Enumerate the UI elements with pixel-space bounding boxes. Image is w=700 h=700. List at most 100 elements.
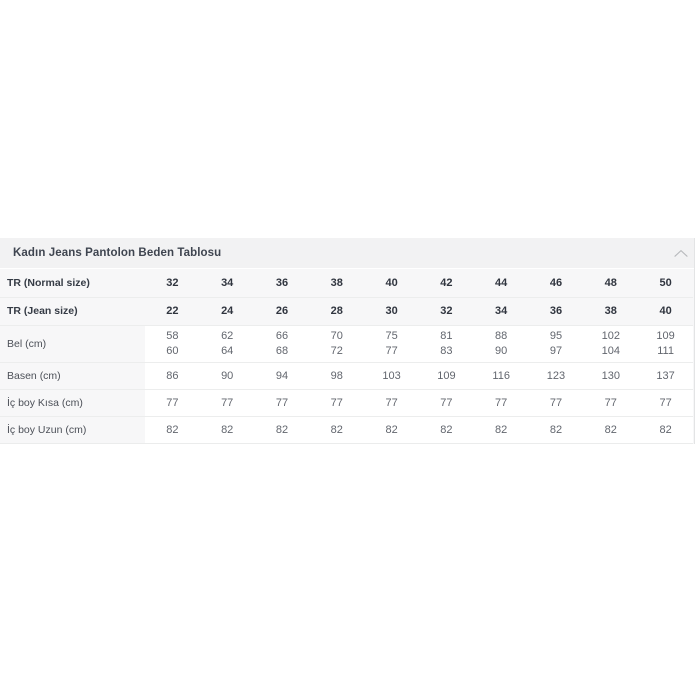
cell: 82 [199, 416, 255, 444]
cell: 109 111 [638, 325, 693, 363]
table-row: İç boy Kısa (cm) 77 77 77 77 77 77 77 77… [0, 389, 693, 417]
cell: 77 [145, 389, 200, 417]
cell: 94 [254, 362, 310, 390]
cell: 82 [528, 416, 584, 444]
cell: 82 [364, 416, 419, 444]
cell: 34 [199, 269, 255, 298]
cell: 77 [199, 389, 255, 417]
cell: 82 [145, 416, 200, 444]
size-chart-table: TR (Normal size) 32 34 36 38 40 42 44 46… [0, 269, 693, 444]
cell: 66 68 [254, 325, 310, 363]
cell: 50 [638, 269, 693, 298]
cell-line-bottom: 64 [221, 344, 234, 357]
cell: 82 [473, 416, 529, 444]
cell: 95 97 [528, 325, 584, 363]
cell: 38 [309, 269, 365, 298]
cell: 24 [199, 297, 255, 326]
cell: 130 [583, 362, 639, 390]
size-table-wrapper: TR (Normal size) 32 34 36 38 40 42 44 46… [0, 269, 700, 444]
cell: 98 [309, 362, 365, 390]
cell-line-top: 109 [656, 329, 675, 342]
cell: 40 [364, 269, 419, 298]
cell: 28 [309, 297, 365, 326]
table-row: Basen (cm) 86 90 94 98 103 109 116 123 1… [0, 362, 693, 390]
cell-line-bottom: 104 [601, 344, 620, 357]
table-body: TR (Normal size) 32 34 36 38 40 42 44 46… [0, 269, 693, 444]
cell: 75 77 [364, 325, 419, 363]
cell-line-top: 102 [601, 329, 620, 342]
cell-line-bottom: 97 [549, 344, 563, 357]
panel-right-padding [694, 238, 700, 444]
cell-line-bottom: 60 [166, 344, 179, 357]
size-chart-panel: Kadın Jeans Pantolon Beden Tablosu TR (N… [0, 238, 700, 444]
cell: 32 [145, 269, 200, 298]
cell-line-bottom: 72 [330, 344, 343, 357]
cell: 42 [418, 269, 474, 298]
cell: 36 [528, 297, 584, 326]
cell-line-top: 66 [275, 329, 289, 342]
cell: 109 [418, 362, 474, 390]
cell-line-bottom: 83 [440, 344, 453, 357]
table-row: İç boy Uzun (cm) 82 82 82 82 82 82 82 82… [0, 416, 693, 444]
cell: 86 [145, 362, 200, 390]
cell: 82 [309, 416, 365, 444]
cell: 77 [418, 389, 474, 417]
cell: 40 [638, 297, 693, 326]
cell: 38 [583, 297, 639, 326]
table-row: Bel (cm) 58 60 62 64 66 68 [0, 325, 693, 363]
cell-line-bottom: 111 [657, 344, 674, 357]
cell: 102 104 [583, 325, 639, 363]
cell: 46 [528, 269, 584, 298]
row-label-bel: Bel (cm) [0, 325, 145, 363]
cell: 82 [418, 416, 474, 444]
cell-line-top: 95 [549, 329, 563, 342]
vertical-scrollbar[interactable] [694, 238, 695, 444]
cell: 26 [254, 297, 310, 326]
row-label-tr-normal-size: TR (Normal size) [0, 269, 145, 298]
page-title: Kadın Jeans Pantolon Beden Tablosu [13, 247, 222, 259]
cell: 82 [583, 416, 639, 444]
cell: 22 [145, 297, 200, 326]
row-label-ic-boy-uzun: İç boy Uzun (cm) [0, 416, 145, 444]
cell: 81 83 [418, 325, 474, 363]
cell: 103 [364, 362, 419, 390]
row-label-tr-jean-size: TR (Jean size) [0, 297, 145, 326]
cell: 77 [309, 389, 365, 417]
cell: 82 [638, 416, 693, 444]
cell: 77 [528, 389, 584, 417]
cell-line-top: 75 [385, 329, 398, 342]
cell: 77 [638, 389, 693, 417]
cell: 123 [528, 362, 584, 390]
cell: 34 [473, 297, 529, 326]
cell: 77 [583, 389, 639, 417]
table-row: TR (Jean size) 22 24 26 28 30 32 34 36 3… [0, 297, 693, 326]
cell: 137 [638, 362, 693, 390]
cell: 90 [199, 362, 255, 390]
cell: 77 [254, 389, 310, 417]
cell-line-bottom: 90 [495, 344, 508, 357]
cell: 116 [473, 362, 529, 390]
cell-line-bottom: 68 [275, 344, 289, 357]
cell: 62 64 [199, 325, 255, 363]
chevron-up-icon[interactable] [670, 242, 692, 264]
cell: 70 72 [309, 325, 365, 363]
cell: 32 [418, 297, 474, 326]
cell: 77 [364, 389, 419, 417]
cell: 88 90 [473, 325, 529, 363]
cell: 82 [254, 416, 310, 444]
cell: 36 [254, 269, 310, 298]
panel-header[interactable]: Kadın Jeans Pantolon Beden Tablosu [0, 238, 700, 269]
row-label-ic-boy-kisa: İç boy Kısa (cm) [0, 389, 145, 417]
table-row: TR (Normal size) 32 34 36 38 40 42 44 46… [0, 269, 693, 298]
cell: 44 [473, 269, 529, 298]
cell: 77 [473, 389, 529, 417]
cell-line-top: 88 [495, 329, 508, 342]
cell: 58 60 [145, 325, 200, 363]
cell-line-bottom: 77 [385, 344, 398, 357]
cell-line-top: 81 [440, 329, 453, 342]
cell: 48 [583, 269, 639, 298]
cell-line-top: 62 [221, 329, 234, 342]
cell-line-top: 70 [330, 329, 343, 342]
cell: 30 [364, 297, 419, 326]
